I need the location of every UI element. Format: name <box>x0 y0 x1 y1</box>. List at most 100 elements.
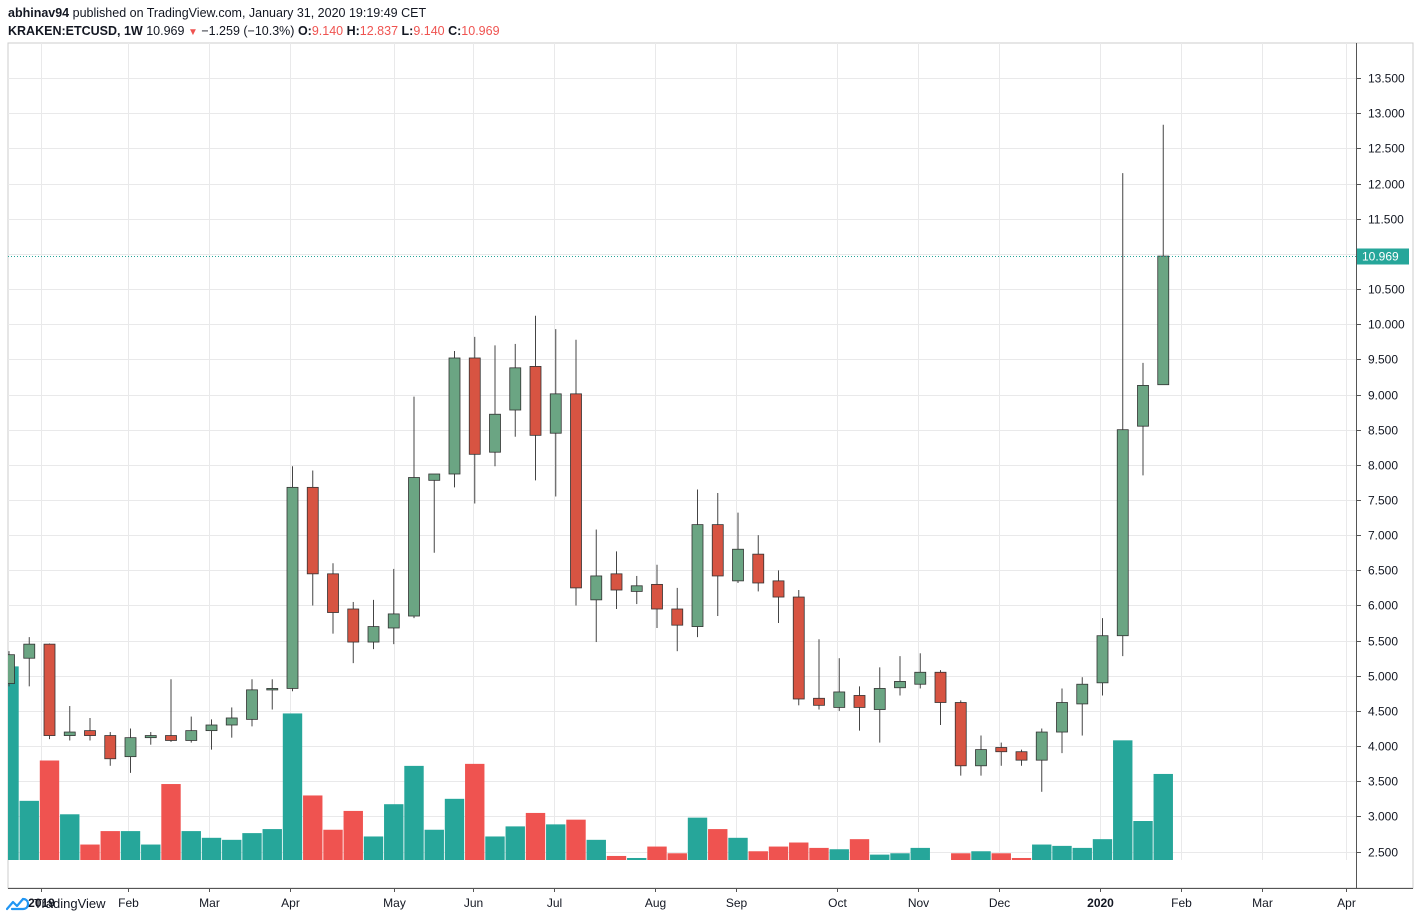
volume-bar <box>181 831 201 860</box>
symbol-line: KRAKEN:ETCUSD, 1W 10.969 ▼ −1.259 (−10.3… <box>8 22 500 42</box>
x-tick-label: Dec <box>989 896 1010 910</box>
y-tick-label: 7.500 <box>1368 494 1398 508</box>
y-tick-label: 7.000 <box>1368 529 1398 543</box>
candle-body <box>509 367 522 411</box>
candle-body <box>691 524 704 627</box>
brand-name: TradingView <box>34 896 106 911</box>
y-tick-label: 5.000 <box>1368 670 1398 684</box>
x-tick-label: Aug <box>645 896 666 910</box>
volume-bar <box>404 765 424 860</box>
candle-body <box>954 702 967 767</box>
candle-body <box>772 580 785 598</box>
candle-body <box>651 583 663 610</box>
volume-bar <box>303 795 323 860</box>
candle-body <box>1096 635 1109 684</box>
tradingview-logo-icon <box>6 897 30 910</box>
candle-body <box>894 681 906 689</box>
candle-body <box>570 393 582 589</box>
y-tick-label: 12.500 <box>1368 142 1405 156</box>
volume-bar <box>1032 844 1052 860</box>
candle-body <box>610 573 623 591</box>
candle-body <box>286 486 299 689</box>
candle-body <box>1137 385 1149 427</box>
low-label: L: <box>401 24 414 38</box>
volume-bar <box>363 836 384 860</box>
candle-body <box>225 717 238 726</box>
candle-body <box>448 357 461 475</box>
volume-bar <box>1113 740 1133 860</box>
volume-bar <box>687 817 708 860</box>
x-tick-label: May <box>383 896 406 910</box>
volume-bar <box>100 831 120 860</box>
x-tick-label: Nov <box>908 896 929 910</box>
volume-bar <box>1011 857 1032 860</box>
volume-bar <box>60 814 80 860</box>
y-tick-label: 10.500 <box>1368 283 1405 297</box>
volume-bar <box>1092 839 1113 860</box>
candle-body <box>144 735 157 739</box>
candle-body <box>975 749 987 767</box>
candle-body <box>995 747 1008 753</box>
candle-body <box>1116 429 1129 637</box>
down-arrow-icon: ▼ <box>187 27 198 38</box>
y-tick-label: 6.500 <box>1368 564 1398 578</box>
volume-bar <box>39 760 60 860</box>
candle-body <box>165 735 177 741</box>
candle-body <box>246 689 258 720</box>
candle-body <box>792 596 805 700</box>
candle-body <box>367 626 380 643</box>
volume-bar <box>282 713 303 860</box>
candle-body <box>43 643 56 736</box>
x-tick-label: Feb <box>1171 896 1192 910</box>
volume-bar <box>708 829 728 860</box>
y-tick-label: 3.500 <box>1368 775 1398 789</box>
volume-bar <box>444 798 465 860</box>
volume-bar <box>161 784 181 860</box>
last-price: 10.969 <box>146 24 185 38</box>
volume-bar <box>809 847 829 860</box>
volume-bar <box>1052 845 1072 860</box>
publish-line: abhinav94 published on TradingView.com, … <box>8 4 500 22</box>
y-tick-label: 9.500 <box>1368 353 1398 367</box>
volume-bar <box>910 847 930 860</box>
candle-body <box>327 573 339 613</box>
volume-bar <box>870 854 890 860</box>
high-label: H: <box>346 24 360 38</box>
candle-body <box>833 691 846 708</box>
volume-bar <box>323 829 343 860</box>
candle-body <box>428 473 441 481</box>
plot-area <box>8 124 1173 860</box>
candle-body <box>104 735 117 760</box>
candle-body <box>873 688 886 710</box>
candle-body <box>732 548 744 582</box>
candle-body <box>124 737 137 758</box>
y-tick-label: 9.000 <box>1368 389 1398 403</box>
y-tick-label: 8.500 <box>1368 424 1398 438</box>
high-value: 12.837 <box>359 24 399 38</box>
candle-body <box>387 613 400 629</box>
volume-bar <box>485 836 505 860</box>
volume-bar <box>242 833 262 860</box>
volume-bar <box>141 844 161 860</box>
x-tick-label: Mar <box>1252 896 1273 910</box>
author-name[interactable]: abhinav94 <box>8 6 70 20</box>
tradingview-brand[interactable]: TradingView <box>6 896 106 911</box>
candle-body <box>914 671 927 685</box>
x-tick-label: Apr <box>1337 896 1356 910</box>
volume-bar <box>8 666 19 860</box>
volume-bar <box>201 837 222 860</box>
volume-bar <box>80 844 100 860</box>
y-tick-label: 8.000 <box>1368 459 1398 473</box>
volume-bar <box>627 857 647 860</box>
volume-bar <box>890 853 910 860</box>
candle-body <box>1035 731 1048 761</box>
x-tick-label: Feb <box>118 896 139 910</box>
y-tick-label: 3.000 <box>1368 810 1398 824</box>
low-value: 9.140 <box>413 24 445 38</box>
y-tick-label: 13.000 <box>1368 107 1405 121</box>
y-tick-label: 11.500 <box>1368 213 1404 227</box>
candle-body <box>853 695 866 708</box>
candle-body <box>185 730 198 741</box>
candle-body <box>1056 702 1068 733</box>
